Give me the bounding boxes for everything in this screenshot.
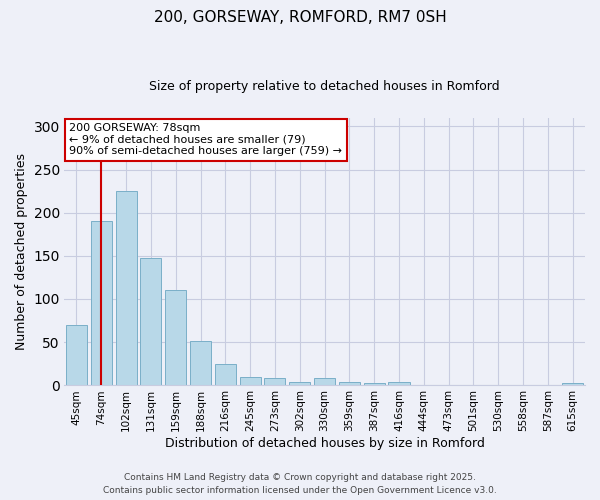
Title: Size of property relative to detached houses in Romford: Size of property relative to detached ho…	[149, 80, 500, 93]
Bar	[116, 191, 137, 385]
Bar	[562, 384, 583, 385]
Bar	[314, 378, 335, 385]
Bar	[239, 378, 260, 385]
Bar	[140, 258, 161, 385]
Text: 200, GORSEWAY, ROMFORD, RM7 0SH: 200, GORSEWAY, ROMFORD, RM7 0SH	[154, 10, 446, 25]
Bar	[388, 382, 410, 385]
Text: Contains HM Land Registry data © Crown copyright and database right 2025.
Contai: Contains HM Land Registry data © Crown c…	[103, 474, 497, 495]
Bar	[165, 290, 186, 385]
X-axis label: Distribution of detached houses by size in Romford: Distribution of detached houses by size …	[164, 437, 484, 450]
Bar	[66, 325, 87, 385]
Bar	[215, 364, 236, 385]
Text: 200 GORSEWAY: 78sqm
← 9% of detached houses are smaller (79)
90% of semi-detache: 200 GORSEWAY: 78sqm ← 9% of detached hou…	[70, 123, 343, 156]
Bar	[364, 382, 385, 385]
Bar	[339, 382, 360, 385]
Bar	[289, 382, 310, 385]
Bar	[91, 222, 112, 385]
Y-axis label: Number of detached properties: Number of detached properties	[15, 153, 28, 350]
Bar	[190, 341, 211, 385]
Bar	[265, 378, 286, 385]
